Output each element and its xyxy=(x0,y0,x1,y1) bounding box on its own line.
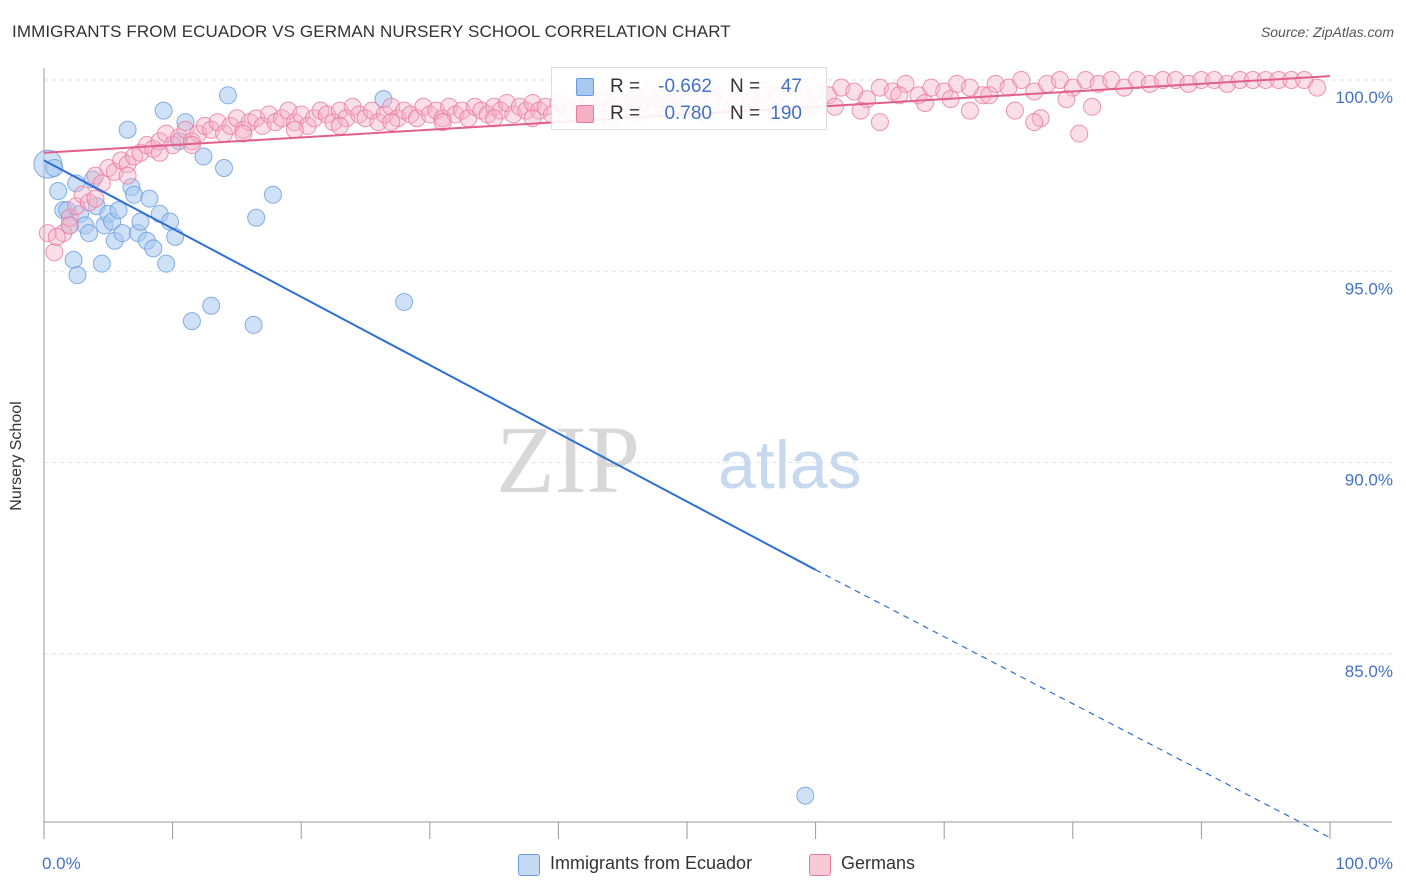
ecuador-point xyxy=(182,312,201,331)
ecuador-point xyxy=(215,159,234,178)
ecuador-point xyxy=(64,250,83,269)
germans-point xyxy=(343,97,362,116)
gridlines xyxy=(44,79,1392,655)
ecuador-point xyxy=(154,101,173,120)
tick-labels: 100.0% 95.0% 90.0% 85.0% 0.0% 100.0% xyxy=(42,88,1393,873)
ecuador-point xyxy=(113,224,132,243)
ecuador-point xyxy=(118,120,137,139)
germans-point xyxy=(1057,90,1076,109)
stats-n-label: N = xyxy=(730,103,761,124)
ecuador-trend-line xyxy=(43,159,817,571)
legend-label: Immigrants from Ecuador xyxy=(550,853,753,873)
stats-row-ecuador: R = -0.662 N = 47 xyxy=(552,73,826,100)
germans-point xyxy=(1070,124,1089,143)
ecuador-point xyxy=(374,90,393,109)
germans-point xyxy=(369,113,388,132)
germans-point xyxy=(86,189,105,208)
y-tick-label: 95.0% xyxy=(1345,279,1393,298)
watermark-atlas: atlas xyxy=(718,427,862,503)
watermark-zip: ZIP xyxy=(496,406,640,513)
germans-point xyxy=(60,208,79,227)
germans-point xyxy=(1012,71,1031,89)
ecuador-point xyxy=(144,239,163,258)
ecuador-point xyxy=(796,786,815,805)
stats-n-value: 47 xyxy=(780,76,802,97)
chart-title: IMMIGRANTS FROM ECUADOR VS GERMAN NURSER… xyxy=(12,22,731,41)
ecuador-trend-extension xyxy=(815,569,1331,839)
germans-point xyxy=(870,113,889,132)
ecuador-point xyxy=(218,86,237,105)
germans-point xyxy=(517,101,536,120)
watermark: ZIP atlas xyxy=(496,406,862,513)
ecuador-point xyxy=(194,147,213,166)
ecuador-point xyxy=(109,201,128,220)
trend-lines xyxy=(43,75,1331,839)
germans-point xyxy=(1230,71,1249,89)
stats-row-germans: R = 0.780 N = 190 xyxy=(552,100,826,127)
ecuador-point xyxy=(176,113,195,132)
legend: Immigrants from Ecuador Germans xyxy=(0,850,1406,878)
legend-label: Germans xyxy=(841,853,916,873)
stats-r-label: R = xyxy=(610,76,641,97)
germans-point xyxy=(382,113,401,132)
ecuador-point xyxy=(125,185,144,204)
stats-n-label: N = xyxy=(730,76,761,97)
stats-r-value: 0.780 xyxy=(664,103,712,124)
ecuador-point xyxy=(49,181,68,200)
germans-point xyxy=(485,109,504,128)
germans-point xyxy=(150,143,169,162)
y-tick-label: 100.0% xyxy=(1335,88,1393,107)
germans-point xyxy=(1308,78,1327,97)
germans-point xyxy=(1005,101,1024,120)
germans-point xyxy=(47,227,66,246)
ecuador-point xyxy=(395,292,414,311)
germans-point xyxy=(38,224,57,243)
ecuador-point xyxy=(247,208,266,227)
germans-point xyxy=(896,74,915,93)
legend-swatch-ecuador xyxy=(518,854,540,876)
axes xyxy=(43,68,1392,839)
germans-point xyxy=(960,101,979,120)
stats-swatch-ecuador xyxy=(576,78,594,96)
ecuador-point xyxy=(157,254,176,273)
germans-point xyxy=(45,243,64,262)
germans-point xyxy=(234,120,253,139)
germans-point xyxy=(433,113,452,132)
ecuador-point xyxy=(244,315,263,334)
germans-point xyxy=(330,116,349,135)
germans-point xyxy=(118,166,137,185)
germans-point xyxy=(1025,113,1044,132)
stats-n-value: 190 xyxy=(770,103,802,124)
legend-swatch-germans xyxy=(809,854,831,876)
ecuador-point xyxy=(202,296,221,315)
germans-point xyxy=(1083,97,1102,116)
germans-point xyxy=(182,132,201,151)
x-tick-label: 100.0% xyxy=(1335,854,1393,873)
stats-box: R = -0.662 N = 47 R = 0.780 N = 190 xyxy=(551,67,827,130)
stats-r-value: -0.662 xyxy=(658,76,712,97)
series-ecuador-points xyxy=(33,86,815,805)
ecuador-point xyxy=(92,254,111,273)
ecuador-point xyxy=(68,266,87,285)
germans-point xyxy=(851,101,870,120)
germans-point xyxy=(890,86,909,105)
ecuador-point xyxy=(140,189,159,208)
source-label: Source: ZipAtlas.com xyxy=(1260,24,1394,40)
germans-point xyxy=(915,93,934,112)
y-tick-label: 85.0% xyxy=(1345,662,1393,681)
germans-point xyxy=(1282,71,1301,89)
ecuador-point xyxy=(80,224,99,243)
germans-point xyxy=(1153,71,1172,89)
y-tick-label: 90.0% xyxy=(1345,471,1393,490)
ecuador-point xyxy=(263,185,282,204)
ecuador-point xyxy=(131,212,150,231)
germans-point xyxy=(285,120,304,139)
stats-r-label: R = xyxy=(610,103,641,124)
germans-point xyxy=(60,216,79,235)
germans-point xyxy=(234,124,253,143)
germans-point xyxy=(973,86,992,105)
stats-swatch-germans xyxy=(576,105,594,123)
x-tick-label: 0.0% xyxy=(42,854,81,873)
